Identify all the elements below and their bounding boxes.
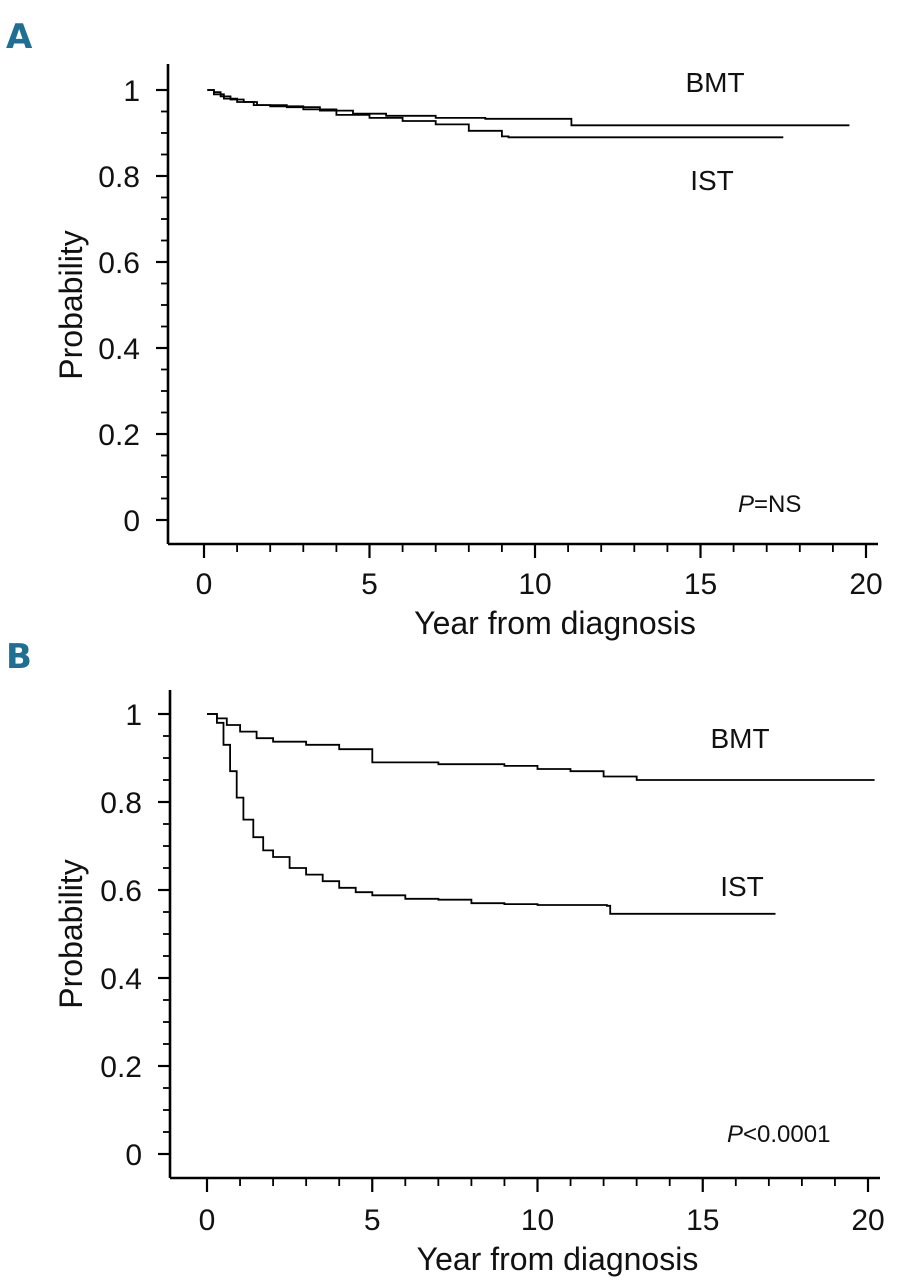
y-tick-label: 0.4 bbox=[98, 333, 140, 366]
x-tick-label: 0 bbox=[196, 568, 213, 601]
y-tick-label: 0.4 bbox=[100, 963, 142, 996]
x-tick-label: 15 bbox=[686, 1204, 719, 1237]
x-tick-label: 10 bbox=[521, 1204, 554, 1237]
x-axis-title: Year from diagnosis bbox=[414, 605, 696, 641]
y-tick-label: 0 bbox=[125, 1139, 142, 1172]
y-tick-label: 0.2 bbox=[100, 1051, 142, 1084]
y-tick-label: 0.8 bbox=[100, 787, 142, 820]
x-tick-label: 10 bbox=[518, 568, 551, 601]
y-axis-title: Probability bbox=[53, 230, 89, 379]
x-tick-label: 20 bbox=[851, 1204, 884, 1237]
series-ist-line bbox=[207, 713, 776, 915]
p-value-text: <0.0001 bbox=[743, 1121, 830, 1148]
p-value-prefix: P bbox=[738, 491, 754, 518]
x-tick-label: 0 bbox=[199, 1204, 216, 1237]
panel-letter: A bbox=[6, 17, 33, 57]
y-tick-label: 0.6 bbox=[98, 247, 140, 280]
series-bmt-label: BMT bbox=[710, 723, 769, 754]
panel-letter: B bbox=[6, 637, 32, 677]
x-tick-label: 15 bbox=[684, 568, 717, 601]
x-tick-label: 5 bbox=[364, 1204, 381, 1237]
y-tick-label: 0.8 bbox=[98, 161, 140, 194]
y-tick-label: 0.2 bbox=[98, 419, 140, 452]
y-tick-label: 1 bbox=[125, 699, 142, 732]
series-bmt-line bbox=[207, 713, 875, 781]
x-axis-title: Year from diagnosis bbox=[417, 1241, 699, 1277]
series-ist-label: IST bbox=[690, 165, 734, 196]
y-axis-title: Probability bbox=[53, 859, 89, 1008]
p-value-annotation: P<0.0001 bbox=[727, 1121, 830, 1148]
series-bmt-label: BMT bbox=[685, 67, 744, 98]
series-ist-line bbox=[207, 89, 784, 139]
y-tick-label: 1 bbox=[123, 75, 140, 108]
p-value-text: =NS bbox=[754, 491, 801, 518]
y-tick-label: 0.6 bbox=[100, 875, 142, 908]
series-ist-label: IST bbox=[720, 871, 764, 902]
y-tick-label: 0 bbox=[123, 505, 140, 538]
x-tick-label: 20 bbox=[849, 568, 882, 601]
p-value-prefix: P bbox=[727, 1121, 743, 1148]
p-value-annotation: P=NS bbox=[738, 491, 801, 518]
x-tick-label: 5 bbox=[361, 568, 378, 601]
